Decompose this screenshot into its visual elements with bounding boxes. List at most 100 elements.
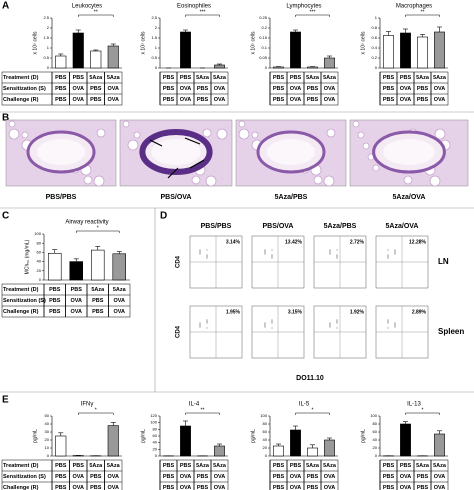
event-dot xyxy=(271,322,273,324)
significance-bracket xyxy=(185,14,220,17)
y-tick-label: 0 xyxy=(155,65,158,70)
flow-y-label: CD4 xyxy=(176,255,182,268)
y-tick-label: 0.05 xyxy=(259,55,268,60)
alveolus xyxy=(8,128,20,140)
y-tick-label: 0 xyxy=(265,65,268,70)
table-cell: PBS xyxy=(163,463,175,469)
event-dot xyxy=(387,257,389,259)
table-cell: OVA xyxy=(180,86,192,92)
table-cell: PBS xyxy=(273,485,285,490)
event-dot xyxy=(271,254,273,256)
chart-title: IL-5 xyxy=(299,402,310,408)
significance-bracket xyxy=(405,14,440,17)
chart-title: Leukocytes xyxy=(72,4,102,10)
table-cell: OVA xyxy=(400,86,412,92)
table-cell: PBS xyxy=(197,97,209,103)
y-tick-label: 20 xyxy=(373,445,378,450)
arrow xyxy=(189,159,205,169)
table-cell: OVA xyxy=(214,474,226,480)
y-tick-label: 0.1 xyxy=(261,45,267,50)
event-dot xyxy=(394,249,396,251)
alveolus xyxy=(326,128,336,138)
event-dot xyxy=(206,257,208,259)
y-tick-label: 0.25 xyxy=(259,15,268,20)
table-cell: PBS xyxy=(400,463,412,469)
event-dot xyxy=(206,249,208,251)
table-cell: 5Aza xyxy=(107,75,121,81)
bar xyxy=(55,55,67,69)
table-cell: PBS xyxy=(163,485,175,490)
y-tick-label: 1.5 xyxy=(151,35,157,40)
flow-percentage: 3.14% xyxy=(226,239,241,245)
table-cell: 5Aza xyxy=(91,287,105,293)
event-dot xyxy=(336,321,338,323)
table-row-label: Challenge (R) xyxy=(3,485,39,490)
table-cell: OVA xyxy=(434,86,446,92)
event-dot xyxy=(199,326,201,328)
y-tick-label: 100 xyxy=(260,413,267,418)
bar xyxy=(324,57,335,69)
event-dot xyxy=(387,255,389,257)
bar xyxy=(214,64,225,69)
bar xyxy=(107,425,119,457)
y-tick-label: 80 xyxy=(373,421,378,426)
bar xyxy=(290,429,301,457)
table-cell: PBS xyxy=(55,463,67,469)
y-axis-label: pg/mL xyxy=(250,429,256,443)
table-cell: PBS xyxy=(55,75,67,81)
table-cell: PBS xyxy=(273,86,285,92)
table-cell: PBS xyxy=(90,97,102,103)
event-dot xyxy=(264,322,266,324)
bar xyxy=(69,261,84,281)
table-cell: PBS xyxy=(383,75,395,81)
table-cell: PBS xyxy=(180,75,192,81)
flow-column-label: PBS/PBS xyxy=(201,223,232,230)
bar xyxy=(324,439,335,457)
event-dot xyxy=(336,319,338,321)
table-cell: OVA xyxy=(434,97,446,103)
histology-label: PBS/PBS xyxy=(46,194,77,201)
event-dot xyxy=(394,322,396,324)
table-cell: OVA xyxy=(290,474,302,480)
table-cell: 5Aza xyxy=(196,463,210,469)
table-cell: PBS xyxy=(55,86,67,92)
y-axis-label: MCh₅₀ (mg/mL) xyxy=(24,239,30,274)
chart-title: IL-13 xyxy=(407,402,421,408)
event-dot xyxy=(206,255,208,257)
bar xyxy=(72,32,84,69)
table-cell: PBS xyxy=(197,485,209,490)
event-dot xyxy=(199,252,201,254)
significance-bracket xyxy=(405,412,440,415)
y-tick-label: 60 xyxy=(37,249,42,254)
alveolus xyxy=(372,164,380,172)
alveolus xyxy=(238,120,246,128)
event-dot xyxy=(206,256,208,258)
y-tick-label: 40 xyxy=(45,421,50,426)
airway-lumen xyxy=(383,139,435,165)
table-cell: 5Aza xyxy=(213,463,227,469)
table-cell: PBS xyxy=(273,97,285,103)
table-cell: PBS xyxy=(417,86,429,92)
alveolus xyxy=(21,131,29,139)
chart-title: Macrophages xyxy=(396,4,432,10)
airway-lumen xyxy=(266,139,316,165)
bar xyxy=(180,425,191,457)
event-dot xyxy=(387,327,389,329)
event-dot xyxy=(264,253,266,255)
y-axis-label: x 10⁵ cells xyxy=(360,31,366,54)
alveolus xyxy=(191,175,201,185)
alveolus xyxy=(205,175,217,187)
table-cell: OVA xyxy=(400,485,412,490)
panel-label: B xyxy=(2,113,9,124)
event-dot xyxy=(336,254,338,256)
event-dot xyxy=(264,323,266,325)
table-cell: OVA xyxy=(214,485,226,490)
significance-label: ** xyxy=(201,407,205,413)
flow-percentage: 3.15% xyxy=(288,309,303,315)
table-cell: 5Aza xyxy=(306,75,320,81)
table-cell: PBS xyxy=(92,309,104,315)
table-row-label: Treatment (D) xyxy=(3,463,39,469)
event-dot xyxy=(329,325,331,327)
alveolus xyxy=(8,120,16,128)
